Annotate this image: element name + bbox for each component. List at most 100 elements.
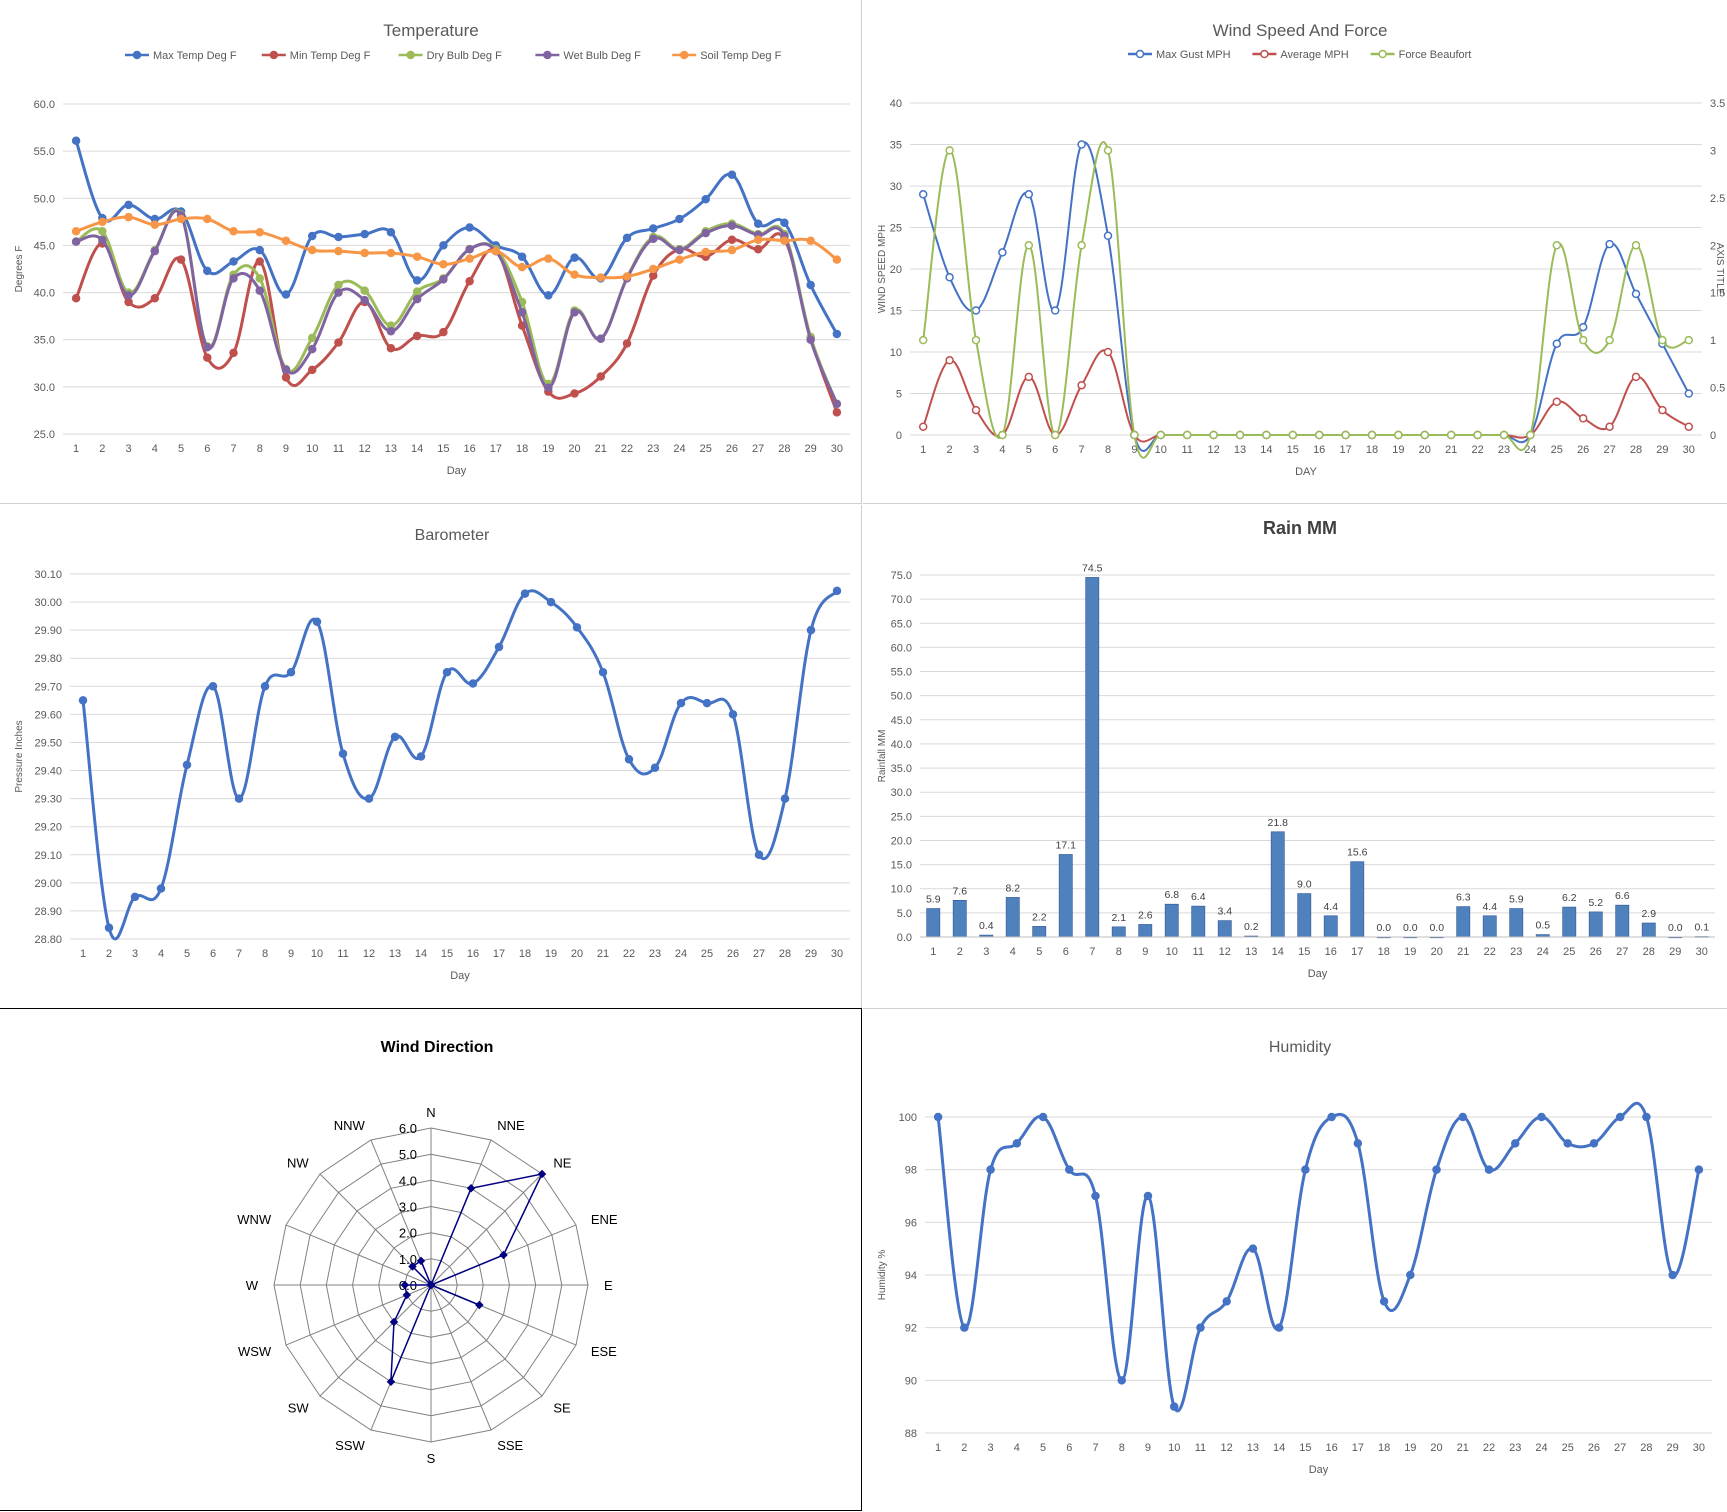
data-point: [412, 252, 422, 261]
chart-title: Humidity: [1269, 1039, 1331, 1056]
x-tick-label: 5: [1040, 1442, 1046, 1454]
y2-tick-label: 0: [1710, 430, 1716, 442]
y-tick-label: 88: [905, 1428, 917, 1440]
data-point: [124, 212, 133, 222]
legend-marker: [269, 50, 279, 60]
radar-spoke: [430, 1284, 543, 1397]
data-point: [986, 1165, 995, 1174]
data-point: [1484, 1165, 1494, 1174]
x-tick-label: 29: [1669, 946, 1681, 958]
y-tick-label: 15: [890, 306, 902, 318]
x-tick-label: 3: [126, 443, 132, 455]
legend-marker: [679, 50, 689, 60]
x-tick-label: 3: [132, 948, 138, 960]
data-label: 5.9: [1509, 894, 1524, 906]
rain-bar: [1588, 911, 1603, 938]
data-point: [596, 334, 606, 344]
data-point: [255, 274, 264, 283]
y-tick-label: 25.0: [891, 811, 912, 823]
direction-label: SSW: [335, 1438, 365, 1453]
data-point: [1103, 347, 1113, 357]
data-point: [918, 190, 928, 199]
data-point: [389, 1317, 399, 1327]
rain-bar: [1456, 906, 1471, 938]
data-point: [596, 273, 606, 282]
x-tick-label: 10: [1166, 946, 1178, 958]
data-label: 6.6: [1615, 890, 1630, 902]
legend-marker: [406, 50, 415, 60]
data-point: [338, 749, 348, 758]
direction-label: WNW: [237, 1212, 272, 1227]
x-tick-label: 19: [1404, 1442, 1416, 1454]
data-point: [918, 335, 928, 345]
x-tick-label: 26: [727, 948, 739, 960]
y-tick-label: 35: [890, 140, 902, 152]
x-tick-label: 18: [516, 443, 528, 455]
data-point: [570, 389, 579, 398]
temperature-chart: Temperature 60.0 55.0 50.0 45.0 40.0 35.0 30.0 2…: [14, 21, 850, 477]
y-tick-label: 29.40: [34, 766, 62, 778]
data-point: [1024, 190, 1034, 199]
x-axis-label: Day: [450, 970, 470, 982]
x-tick-label: 14: [1272, 946, 1284, 958]
y-tick-label: 29.30: [34, 794, 62, 806]
x-tick-label: 13: [385, 443, 397, 455]
direction-label: SSE: [497, 1438, 523, 1453]
x-tick-label: 16: [1325, 1442, 1337, 1454]
data-point: [806, 236, 815, 245]
data-label: 0.0: [1429, 922, 1444, 934]
x-tick-label: 29: [805, 443, 817, 455]
y-tick-label: 75.0: [891, 570, 912, 582]
data-point: [1552, 241, 1562, 250]
data-point: [1589, 1139, 1599, 1148]
chart-title: Wind Direction: [381, 1039, 494, 1056]
data-point: [570, 308, 579, 317]
direction-label: E: [604, 1278, 613, 1293]
y-tick-label: 30.0: [34, 382, 55, 394]
data-point: [208, 682, 218, 691]
rain-bar: [1297, 893, 1312, 938]
y-tick-label: 29.20: [34, 822, 62, 834]
data-point: [1684, 335, 1694, 345]
data-point: [806, 625, 816, 635]
legend-marker: [1135, 49, 1145, 59]
data-point: [229, 274, 238, 283]
data-point: [98, 227, 107, 236]
y-tick-label: 28.90: [34, 906, 62, 918]
data-point: [229, 257, 238, 266]
data-point: [572, 623, 582, 632]
x-tick-label: 1: [920, 444, 926, 456]
x-tick-label: 13: [1234, 444, 1246, 456]
x-tick-label: 23: [1498, 444, 1510, 456]
y-tick-label: 0.0: [897, 932, 912, 944]
data-label: 2.2: [1032, 911, 1047, 923]
data-point: [1065, 1165, 1074, 1174]
data-point: [728, 710, 738, 719]
data-point: [780, 218, 789, 228]
data-point: [832, 399, 842, 409]
data-point: [386, 1377, 396, 1386]
y-tick-label: 60.0: [891, 642, 912, 654]
data-point: [780, 236, 789, 245]
data-point: [753, 235, 763, 245]
data-point: [753, 219, 763, 228]
data-point: [1526, 430, 1535, 440]
data-point: [1446, 430, 1456, 440]
data-point: [1473, 430, 1482, 440]
data-point: [806, 335, 815, 344]
legend-label: Average MPH: [1280, 49, 1348, 61]
x-tick-label: 19: [1404, 946, 1416, 958]
data-point: [71, 136, 81, 146]
data-point: [1209, 430, 1218, 440]
direction-label: SE: [553, 1400, 571, 1415]
x-tick-label: 7: [230, 443, 236, 455]
data-point: [334, 280, 343, 290]
x-tick-label: 29: [805, 948, 817, 960]
x-tick-label: 18: [1366, 444, 1378, 456]
rain-bar: [1350, 861, 1365, 938]
y-tick-label: 45.0: [891, 715, 912, 727]
rain-bar: [1058, 854, 1073, 938]
radial-tick-label: 3.0: [399, 1200, 417, 1215]
data-point: [649, 264, 658, 274]
